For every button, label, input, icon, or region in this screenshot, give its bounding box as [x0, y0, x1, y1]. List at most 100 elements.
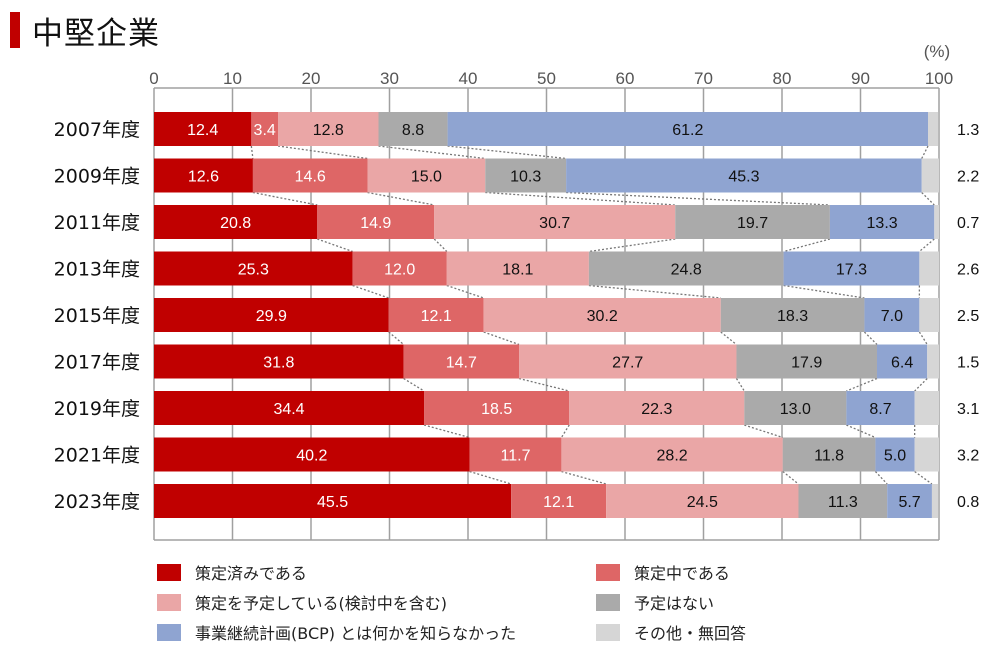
- legend-swatch: [596, 564, 620, 581]
- connector-line: [518, 377, 570, 392]
- connector-line: [588, 238, 676, 253]
- data-label: 61.2: [672, 122, 703, 139]
- data-label: 17.3: [836, 262, 867, 279]
- data-label: 14.9: [360, 215, 391, 232]
- x-tick-label: 50: [537, 69, 556, 88]
- data-label: 2.5: [957, 308, 979, 325]
- connector-line: [744, 424, 783, 439]
- bar-segment: [887, 484, 932, 518]
- data-label: 15.0: [411, 169, 442, 186]
- data-label: 45.5: [317, 494, 348, 511]
- bar-segment: [928, 112, 939, 146]
- x-tick-label: 100: [925, 69, 953, 88]
- bar-segment: [469, 437, 562, 472]
- connector-line: [388, 331, 405, 345]
- bar-segment: [378, 112, 448, 146]
- legend-label: 予定はない: [634, 594, 714, 613]
- connector-line: [921, 145, 929, 159]
- bar-segment: [485, 158, 567, 193]
- connector-line: [720, 331, 737, 346]
- data-label: 17.9: [791, 355, 822, 372]
- data-label: 12.1: [543, 494, 574, 511]
- data-label: 40.2: [296, 448, 327, 465]
- bar-segment: [875, 437, 915, 472]
- data-label: 5.7: [898, 494, 920, 511]
- data-label: 3.2: [957, 448, 979, 465]
- data-label: 11.3: [828, 494, 858, 511]
- bar-segment: [483, 298, 721, 332]
- bar-segment: [352, 251, 447, 286]
- legend-label: 策定中である: [634, 564, 730, 583]
- category-label: 2011年度: [54, 212, 140, 234]
- bar-segment: [519, 344, 737, 379]
- data-label: 12.6: [188, 169, 219, 186]
- data-label: 18.5: [481, 401, 512, 418]
- x-tick-label: 80: [773, 69, 792, 88]
- bar-segment: [424, 391, 570, 425]
- bar-segment: [252, 158, 368, 193]
- data-label: 29.9: [256, 308, 287, 325]
- connector-line: [367, 191, 435, 206]
- connector-line: [403, 377, 425, 392]
- data-label: 24.5: [687, 494, 718, 511]
- connector-line: [352, 284, 389, 299]
- data-label: 30.7: [539, 215, 570, 232]
- connector-line: [921, 192, 935, 206]
- bar-segment: [744, 391, 847, 425]
- connector-line: [914, 378, 928, 392]
- legend-swatch: [157, 594, 181, 611]
- bar-segment: [154, 112, 252, 146]
- bar-segment: [154, 158, 253, 193]
- data-label: 12.1: [421, 308, 452, 325]
- bar-segment: [403, 344, 520, 379]
- connector-line: [252, 191, 318, 206]
- bar-segment: [154, 298, 389, 332]
- connector-line: [250, 145, 254, 159]
- x-tick-label: 60: [616, 69, 635, 88]
- unit-label: (%): [924, 42, 950, 61]
- x-tick-label: 90: [851, 69, 870, 88]
- legend-swatch: [157, 564, 181, 581]
- connector-line: [863, 331, 878, 345]
- data-label: 3.1: [957, 401, 979, 418]
- data-label: 1.3: [957, 122, 979, 139]
- data-label: 8.8: [402, 122, 424, 139]
- bar-segment: [846, 391, 915, 425]
- data-label: 13.0: [780, 401, 811, 418]
- connector-line: [846, 424, 876, 439]
- x-tick-label: 10: [223, 69, 242, 88]
- data-label: 14.6: [295, 169, 326, 186]
- bar-segment: [154, 205, 318, 239]
- bar-segment: [927, 344, 939, 379]
- bar-segment: [829, 205, 935, 239]
- bar-segment: [720, 298, 865, 332]
- data-label: 34.4: [273, 401, 304, 418]
- bar-segment: [919, 251, 939, 286]
- connector-line: [423, 424, 470, 439]
- data-label: 3.4: [254, 122, 276, 139]
- category-label: 2021年度: [54, 445, 140, 467]
- category-label: 2015年度: [54, 305, 140, 327]
- connector-line: [446, 284, 484, 299]
- legend-swatch: [157, 624, 181, 641]
- connector-line: [277, 145, 368, 160]
- connector-line: [378, 145, 486, 160]
- bar-segment: [606, 484, 799, 518]
- connector-line: [735, 378, 745, 392]
- legend-label: 策定を予定している(検討中を含む): [195, 594, 447, 613]
- data-label: 11.7: [501, 448, 531, 465]
- legend-swatch: [596, 624, 620, 641]
- data-label: 1.5: [957, 355, 979, 372]
- data-label: 12.4: [187, 122, 218, 139]
- bar-segment: [367, 158, 486, 193]
- connector-line: [783, 238, 831, 253]
- data-label: 30.2: [587, 308, 618, 325]
- bar-segment: [783, 251, 920, 286]
- data-label: 2.2: [957, 169, 979, 186]
- category-label: 2019年度: [54, 398, 140, 420]
- connector-line: [566, 191, 830, 206]
- data-label: 13.3: [867, 215, 898, 232]
- chart-title: 中堅企業: [32, 16, 160, 52]
- legend-label: 策定済みである: [195, 564, 307, 583]
